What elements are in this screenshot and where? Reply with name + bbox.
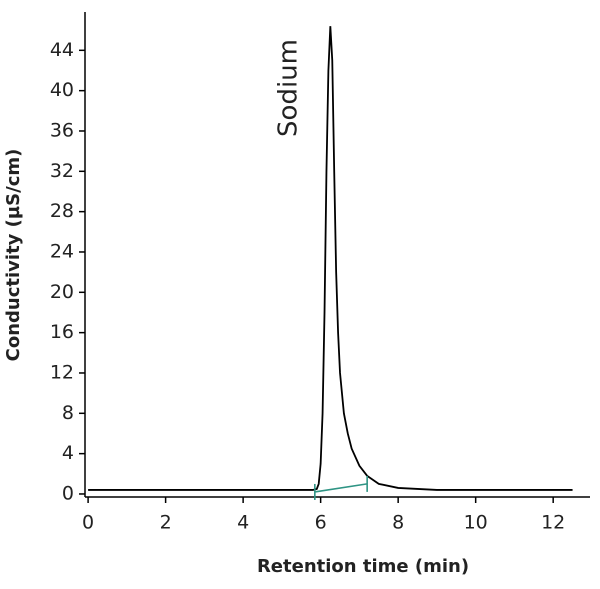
y-tick-label: 32 xyxy=(50,160,74,182)
x-tick-label: 4 xyxy=(237,512,249,534)
x-tick-label: 12 xyxy=(541,512,565,534)
y-tick-label: 24 xyxy=(50,240,74,262)
y-tick-label: 4 xyxy=(62,442,74,464)
y-tick-label: 28 xyxy=(50,200,74,222)
x-tick-label: 8 xyxy=(392,512,404,534)
y-axis-label: Conductivity (µS/cm) xyxy=(3,149,24,362)
x-tick-label: 10 xyxy=(464,512,488,534)
y-tick-label: 20 xyxy=(50,281,74,303)
y-tick-label: 12 xyxy=(50,361,74,383)
series-line xyxy=(88,26,573,491)
y-tick-label: 0 xyxy=(62,482,74,504)
y-tick-label: 44 xyxy=(50,39,74,61)
x-tick-label: 2 xyxy=(160,512,172,534)
x-axis-label: Retention time (min) xyxy=(257,556,469,577)
peak-annotation: Sodium xyxy=(274,39,304,137)
y-tick-label: 16 xyxy=(50,321,74,343)
y-tick-label: 40 xyxy=(50,79,74,101)
x-tick-label: 0 xyxy=(82,512,94,534)
x-tick-label: 6 xyxy=(315,512,327,534)
series-line xyxy=(314,483,368,493)
y-tick-label: 8 xyxy=(62,402,74,424)
y-tick-label: 36 xyxy=(50,119,74,141)
